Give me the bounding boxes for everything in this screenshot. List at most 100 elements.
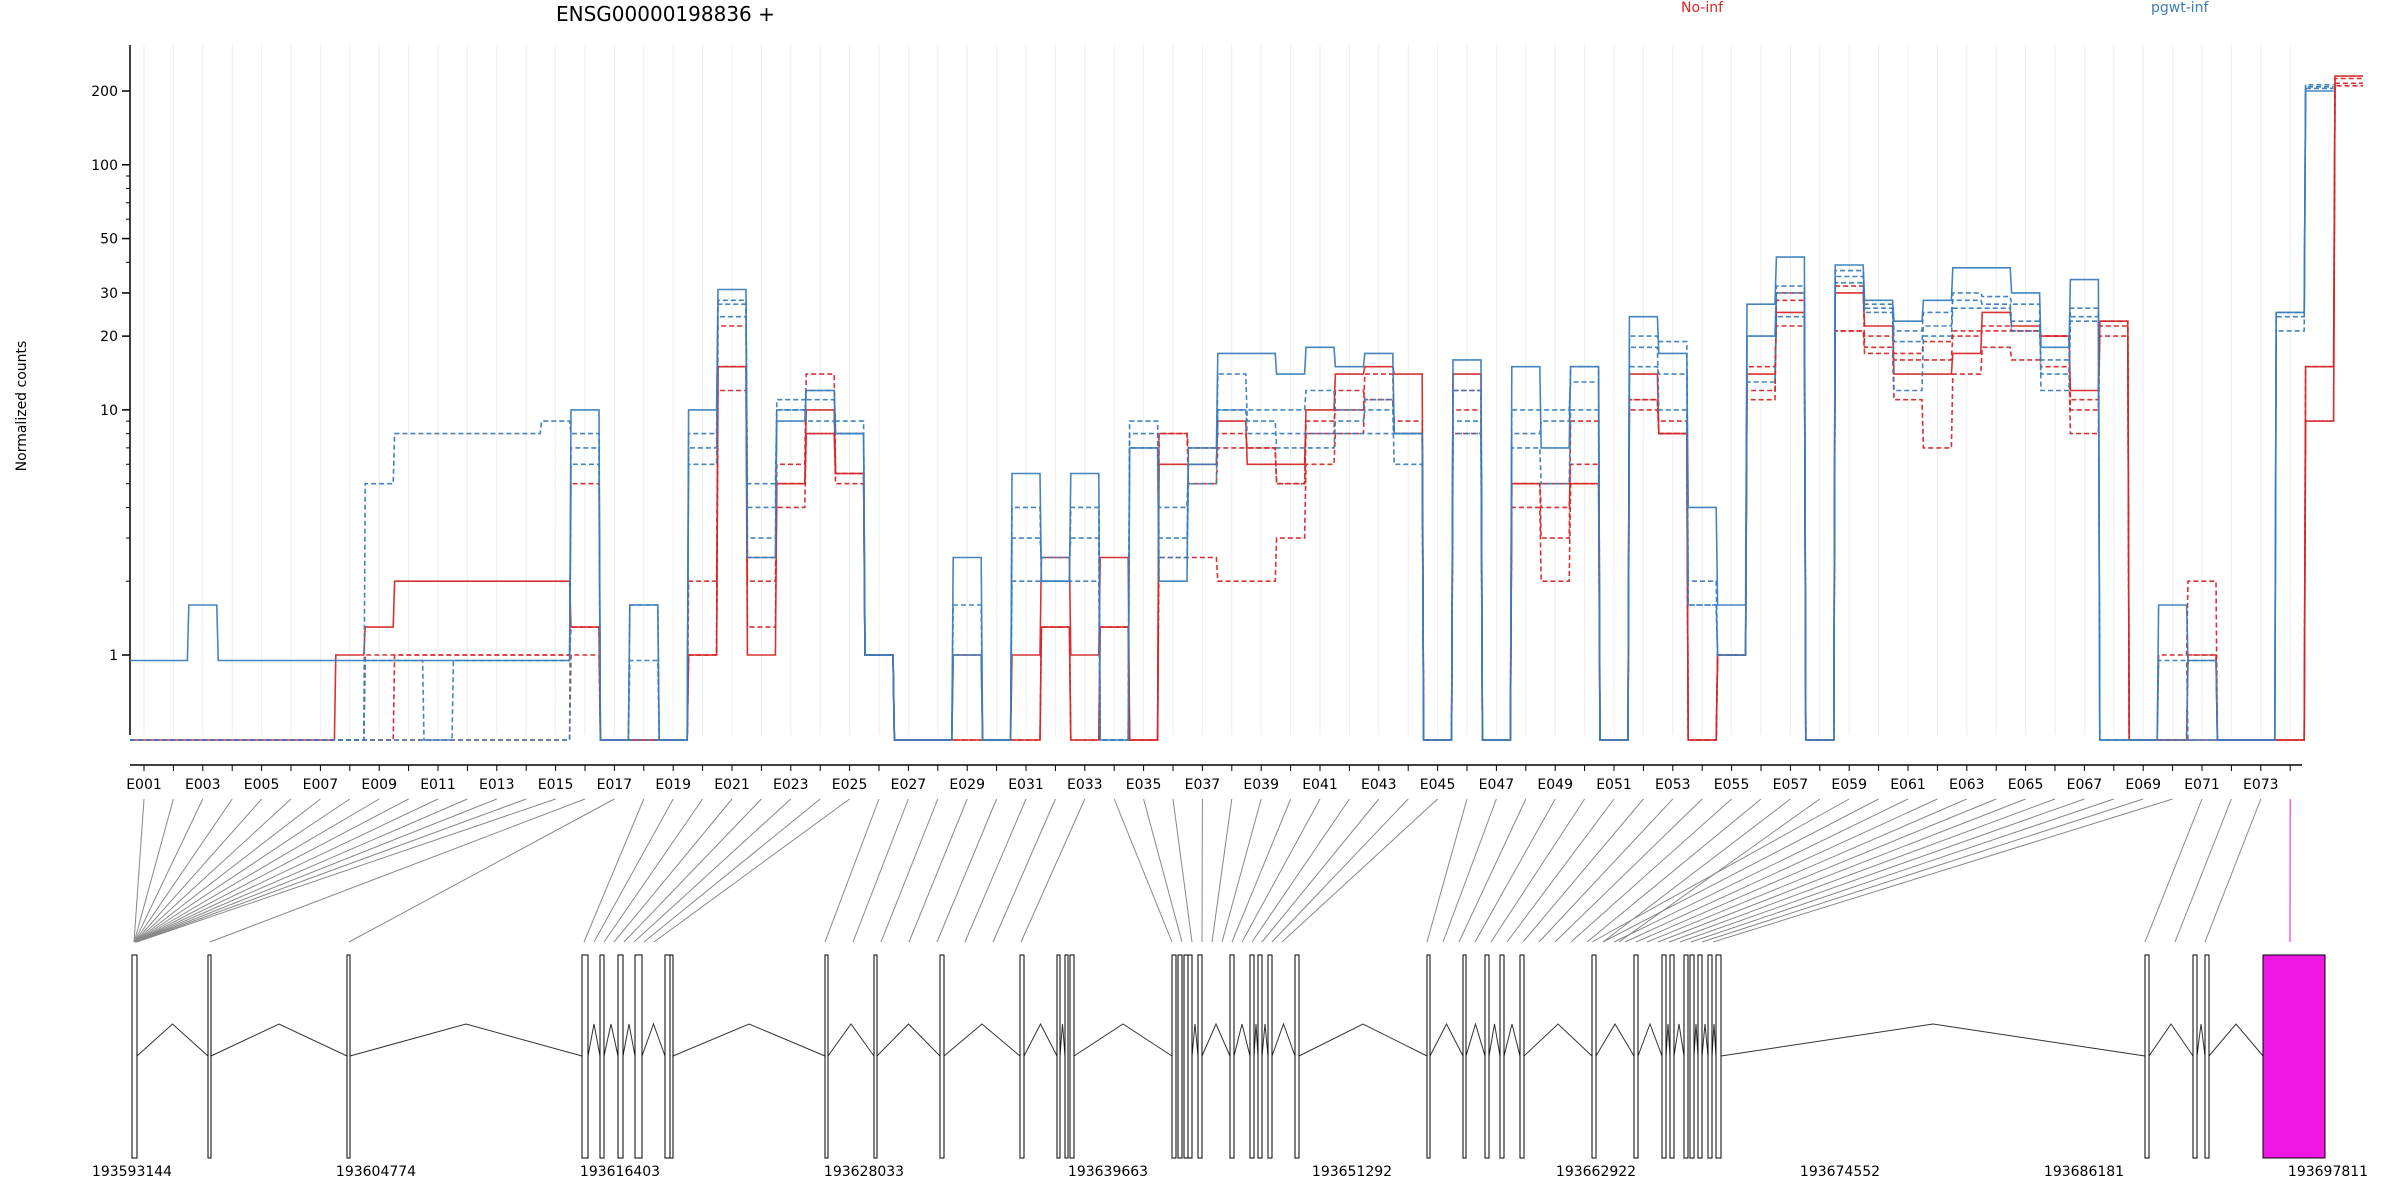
exon-block [599, 954, 605, 1159]
intron-line [210, 1023, 348, 1057]
exon-connector [1690, 798, 2114, 943]
exon-block [1249, 954, 1255, 1159]
intron-line [603, 1023, 619, 1057]
exon-block [581, 954, 589, 1159]
exon-connector [2144, 798, 2203, 943]
exon-connector [1522, 798, 1644, 943]
exon-connector [134, 798, 233, 943]
exon-block [1229, 954, 1235, 1159]
exon-connector [1657, 798, 2026, 943]
legend-no-inf: No-inf [1681, 0, 1724, 16]
series-line-pgwt-inf [130, 86, 2334, 741]
intron-line [876, 1023, 941, 1057]
exon-connector [936, 798, 998, 943]
intron-line [1488, 1023, 1501, 1057]
exon-connector [643, 798, 821, 943]
y-tick-label: 200 [91, 84, 118, 100]
x-tick-label: E005 [244, 777, 280, 793]
exon-connector [348, 798, 615, 943]
intron-line [2148, 1023, 2194, 1057]
exon-block [207, 954, 212, 1159]
intron-line [943, 1023, 1021, 1057]
x-tick-label: E043 [1361, 777, 1397, 793]
series-line-no-inf [130, 85, 2363, 741]
exon-connector [623, 798, 762, 943]
y-tick-label: 10 [100, 403, 118, 419]
x-tick-label: E047 [1479, 777, 1515, 793]
x-tick-label: E007 [303, 777, 339, 793]
exon-connector [1538, 798, 1674, 943]
exon-connector [1172, 798, 1193, 943]
x-tick-label: E051 [1596, 777, 1632, 793]
exon-connector [1271, 798, 1409, 943]
exon-block [346, 954, 351, 1159]
exon-connector [1211, 798, 1233, 943]
exon-block [617, 954, 624, 1159]
exon-block [1267, 954, 1273, 1159]
exon-connector [136, 798, 497, 943]
exon-connector [136, 798, 527, 943]
x-tick-label: E019 [655, 777, 691, 793]
exon-connector [1613, 798, 1909, 943]
exon-block [1633, 954, 1639, 1159]
exon-connector [1281, 798, 1438, 943]
exon-connector [964, 798, 1027, 943]
x-tick-label: E017 [597, 777, 633, 793]
exon-block [1697, 954, 1703, 1159]
x-tick-label: E041 [1302, 777, 1338, 793]
exon-connector [1113, 798, 1173, 943]
exon-connector [1679, 798, 2085, 943]
exon-connector [583, 798, 645, 943]
intron-line [2208, 1023, 2264, 1057]
exon-connector [136, 798, 556, 943]
y-tick-label: 100 [91, 158, 118, 174]
x-tick-label: E027 [891, 777, 927, 793]
exon-connector [135, 798, 439, 943]
exon-block [1069, 954, 1075, 1159]
exon-connector [1458, 798, 1527, 943]
x-tick-label: E039 [1243, 777, 1279, 793]
x-tick-label: E067 [2067, 777, 2103, 793]
genome-coordinate-label: 193604774 [336, 1164, 416, 1180]
exon-block [1257, 954, 1263, 1159]
intron-line [1673, 1023, 1685, 1057]
exon-connector [1506, 798, 1615, 943]
intron-line [1503, 1023, 1521, 1057]
exon-connector [135, 798, 409, 943]
exon-connector [1591, 798, 1850, 943]
exon-block [939, 954, 945, 1159]
y-tick-label: 30 [100, 286, 118, 302]
x-tick-label: E033 [1067, 777, 1103, 793]
intron-line [1637, 1022, 1663, 1057]
exon-block [873, 954, 878, 1159]
x-tick-label: E001 [126, 777, 162, 793]
intron-line [1271, 1022, 1296, 1057]
exon-connector [134, 798, 292, 943]
exon-connector [1602, 798, 1879, 943]
intron-line [1253, 1023, 1259, 1057]
chart-title: ENSG00000198836 + [556, 2, 775, 26]
x-tick-label: E037 [1185, 777, 1221, 793]
exon-connector [1020, 798, 1086, 943]
exon-connector [1241, 798, 1321, 943]
series-line-pgwt-inf [130, 84, 2334, 741]
x-tick-label: E003 [185, 777, 221, 793]
genome-coordinate-label: 193616403 [580, 1164, 660, 1180]
intron-line [827, 1023, 875, 1057]
intron-line [672, 1023, 826, 1057]
y-tick-label: 1 [109, 648, 118, 664]
exon-connector [136, 798, 468, 943]
exon-block [1683, 954, 1689, 1159]
intron-line [1523, 1023, 1593, 1057]
exon-connector [134, 798, 321, 943]
exon-connector [908, 798, 968, 943]
x-tick-label: E069 [2125, 777, 2161, 793]
intron-line [1261, 1023, 1269, 1057]
exon-connector [992, 798, 1056, 943]
series-line-pgwt-inf [130, 87, 2334, 741]
exon-connector [1624, 798, 1938, 943]
exon-connector [1712, 798, 2173, 943]
exon-block [2192, 954, 2198, 1159]
genome-coordinate-label: 193686181 [2044, 1164, 2124, 1180]
